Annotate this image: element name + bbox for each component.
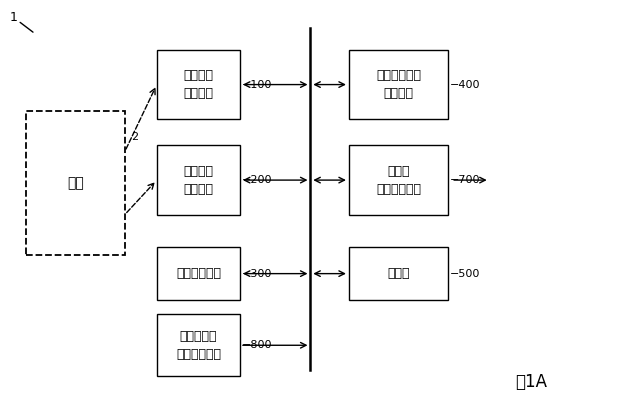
Text: シミュレータ: シミュレータ	[176, 267, 221, 280]
Text: −800: −800	[242, 340, 273, 350]
Text: −700: −700	[450, 175, 481, 185]
Bar	[349, 247, 448, 300]
Text: 1: 1	[10, 12, 18, 24]
Bar	[157, 314, 240, 376]
Text: 主観調査
システム: 主観調査 システム	[184, 69, 213, 100]
Bar	[349, 50, 448, 119]
Text: 客観調査
システム: 客観調査 システム	[184, 165, 213, 195]
Text: 記憶部: 記憶部	[387, 267, 410, 280]
Text: 施設: 施設	[67, 176, 84, 190]
Bar	[349, 145, 448, 215]
Text: 基本データ
入力システム: 基本データ 入力システム	[176, 330, 221, 361]
Text: 図1A: 図1A	[515, 373, 547, 391]
Text: −500: −500	[450, 269, 480, 279]
Text: −200: −200	[242, 175, 273, 185]
Text: −300: −300	[242, 269, 272, 279]
Bar	[26, 111, 125, 255]
Text: データ
出力システム: データ 出力システム	[376, 165, 421, 195]
Text: 2: 2	[131, 132, 138, 142]
Text: −100: −100	[242, 80, 272, 90]
Text: −400: −400	[450, 80, 481, 90]
Bar	[157, 145, 240, 215]
Bar	[157, 50, 240, 119]
Text: 計画要件抜出
システム: 計画要件抜出 システム	[376, 69, 421, 100]
Bar	[157, 247, 240, 300]
